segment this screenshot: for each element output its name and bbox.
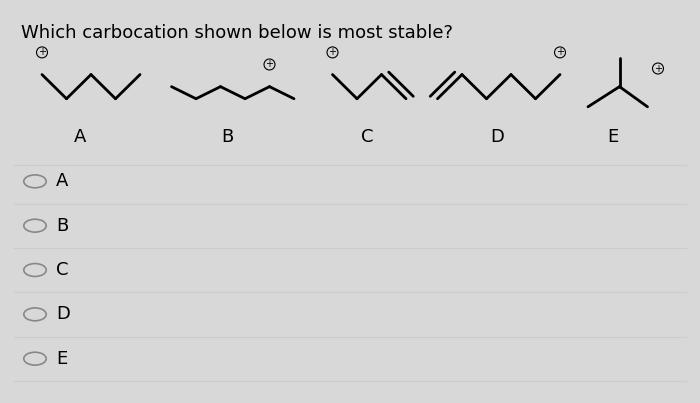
Text: A: A [74, 128, 87, 146]
Text: D: D [56, 305, 70, 323]
Text: +: + [328, 48, 337, 57]
Text: B: B [56, 217, 69, 235]
Text: B: B [221, 128, 234, 146]
Text: E: E [607, 128, 618, 146]
Text: C: C [361, 128, 374, 146]
Text: D: D [490, 128, 504, 146]
Text: +: + [265, 60, 274, 69]
Text: +: + [556, 48, 564, 57]
Text: +: + [654, 64, 662, 73]
Text: Which carbocation shown below is most stable?: Which carbocation shown below is most st… [21, 24, 453, 42]
Text: +: + [38, 48, 46, 57]
Text: E: E [56, 350, 67, 368]
Text: C: C [56, 261, 69, 279]
Text: A: A [56, 172, 69, 190]
